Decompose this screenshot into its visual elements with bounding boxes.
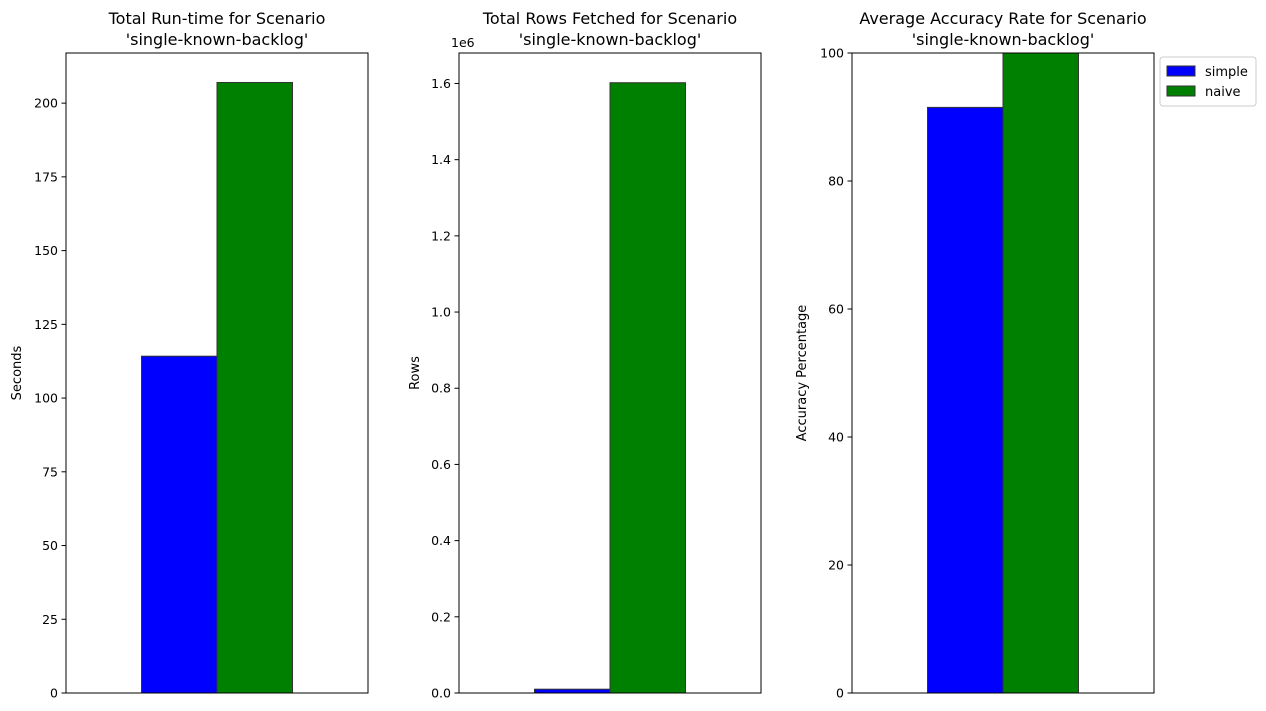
y-tick-label-chart-2: 0.8	[431, 381, 451, 396]
legend-swatch-simple	[1166, 65, 1196, 77]
y-tick-label-chart-3: 0	[836, 686, 844, 701]
y-tick-label-chart-1: 175	[34, 169, 58, 184]
y-tick-label-chart-3: 80	[828, 174, 844, 189]
y-axis-label-chart-1: Seconds	[10, 345, 25, 400]
y-tick-label-chart-1: 100	[34, 391, 58, 406]
y-tick-label-chart-3: 20	[828, 558, 844, 573]
y-tick-label-chart-2: 0.0	[431, 686, 451, 701]
chart-title-line-2-chart-3: 'single-known-backlog'	[912, 30, 1095, 49]
y-tick-label-chart-2: 1.2	[431, 228, 451, 243]
bar-naive-chart-1	[216, 81, 293, 694]
bar-naive-chart-3	[1002, 52, 1079, 694]
y-tick-label-chart-1: 75	[42, 464, 58, 479]
y-tick-label-chart-1: 50	[42, 538, 58, 553]
y-tick-label-chart-2: 0.2	[431, 609, 451, 624]
y-tick-label-chart-1: 0	[50, 686, 58, 701]
legend-label-naive: naive	[1205, 85, 1241, 100]
axes-frame-chart-3	[851, 52, 1155, 694]
y-axis-label-chart-3: Accuracy Percentage	[795, 305, 810, 442]
y-tick-label-chart-1: 25	[42, 612, 58, 627]
offset-label-chart-2: 1e6	[451, 35, 475, 50]
y-tick-label-chart-3: 40	[828, 430, 844, 445]
legend-swatch-naive	[1166, 85, 1196, 97]
bar-simple-chart-1	[141, 355, 218, 694]
axes-frame-chart-1	[65, 52, 369, 694]
chart-title-line-2-chart-1: 'single-known-backlog'	[126, 30, 309, 49]
chart-title-line-1-chart-1: Total Run-time for Scenario	[108, 9, 326, 28]
legend-label-simple: simple	[1205, 65, 1248, 80]
y-tick-label-chart-3: 60	[828, 302, 844, 317]
y-tick-label-chart-1: 200	[34, 96, 58, 111]
y-tick-label-chart-3: 100	[820, 46, 844, 61]
y-tick-label-chart-2: 1.0	[431, 305, 451, 320]
y-tick-label-chart-2: 1.6	[431, 76, 451, 91]
y-tick-label-chart-1: 125	[34, 317, 58, 332]
y-axis-label-chart-2: Rows	[408, 356, 423, 390]
y-tick-label-chart-2: 1.4	[431, 152, 451, 167]
y-tick-label-chart-2: 0.4	[431, 533, 451, 548]
chart-title-line-1-chart-2: Total Rows Fetched for Scenario	[482, 9, 737, 28]
bar-simple-chart-2	[534, 688, 611, 694]
axes-frame-chart-2	[458, 52, 762, 694]
chart-title-line-1-chart-3: Average Accuracy Rate for Scenario	[859, 9, 1146, 28]
y-tick-label-chart-1: 150	[34, 243, 58, 258]
chart-title-line-2-chart-2: 'single-known-backlog'	[519, 30, 702, 49]
bar-simple-chart-3	[927, 106, 1004, 694]
y-tick-label-chart-2: 0.6	[431, 457, 451, 472]
bar-naive-chart-2	[609, 82, 686, 694]
